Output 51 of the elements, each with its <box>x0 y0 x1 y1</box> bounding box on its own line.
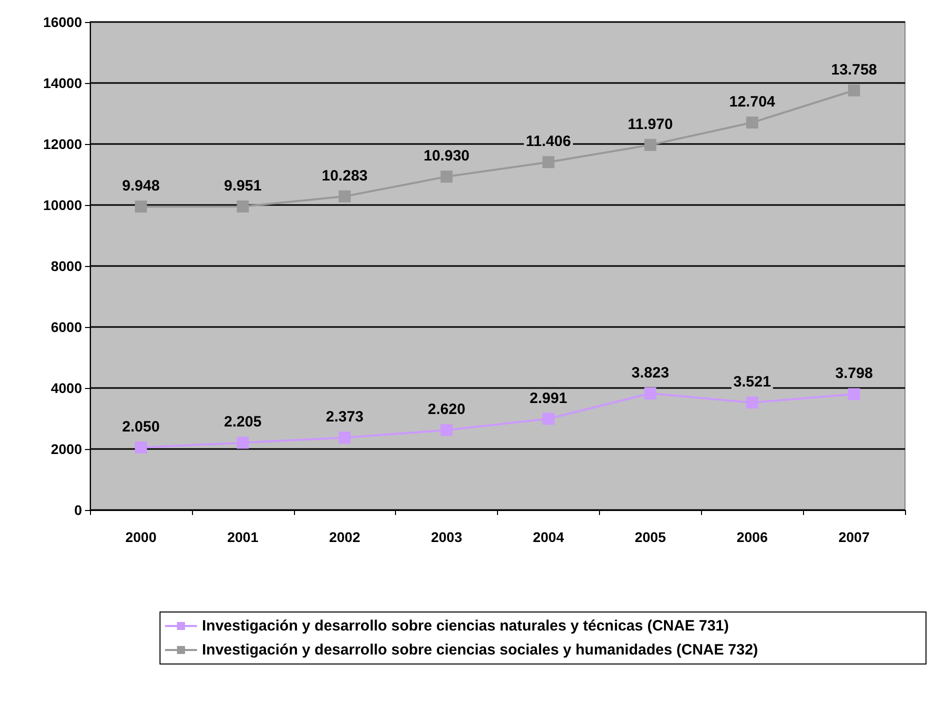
legend-label: Investigación y desarrollo sobre ciencias naturales y técnicas (CNAE 731) <box>202 618 729 634</box>
data-label: 2.620 <box>428 401 466 418</box>
point <box>338 190 351 202</box>
x-tick-label: 2005 <box>634 529 666 545</box>
y-tick-label: 0 <box>74 502 82 518</box>
x-tick-label: 2002 <box>329 529 360 545</box>
point <box>338 432 351 444</box>
point <box>134 441 147 454</box>
data-label: 10.283 <box>322 167 368 184</box>
data-label: 3.521 <box>733 374 771 391</box>
y-tick-label: 14000 <box>43 75 82 91</box>
x-tick-label: 2003 <box>430 529 462 545</box>
point <box>440 170 453 183</box>
data-label: 2.991 <box>530 390 568 407</box>
point <box>236 200 249 212</box>
y-tick-label: 4000 <box>50 380 82 396</box>
x-tick-label: 2000 <box>125 529 157 545</box>
y-tick-label: 10000 <box>43 197 82 213</box>
data-label: 9.948 <box>122 178 160 195</box>
data-label: 3.823 <box>632 364 670 382</box>
point <box>440 424 453 436</box>
y-tick-label: 6000 <box>50 319 82 335</box>
y-tick-label: 16000 <box>43 14 82 30</box>
data-label: 12.704 <box>729 94 776 111</box>
data-label: 2.373 <box>326 408 364 426</box>
legend-label: Investigación y desarrollo sobre ciencias sociales y humanidades (CNAE 732) <box>202 642 758 658</box>
point <box>848 388 860 400</box>
data-label: 2.205 <box>224 414 262 431</box>
x-tick-label: 2007 <box>838 529 870 545</box>
point <box>848 84 860 96</box>
point <box>542 156 554 168</box>
point <box>746 396 758 409</box>
point <box>236 436 249 449</box>
data-label: 3.798 <box>835 365 873 382</box>
data-label: 10.930 <box>424 148 470 165</box>
point <box>644 138 656 151</box>
data-label: 11.970 <box>628 116 673 133</box>
data-label: 9.951 <box>224 177 262 194</box>
point <box>746 116 758 129</box>
point <box>134 200 147 213</box>
y-tick-label: 12000 <box>43 136 82 152</box>
point <box>542 412 554 425</box>
data-label: 11.406 <box>526 133 571 150</box>
point <box>644 387 656 400</box>
y-tick-label: 8000 <box>50 258 82 274</box>
x-tick-label: 2001 <box>227 529 259 545</box>
y-tick-label: 2000 <box>50 441 82 457</box>
data-label: 13.758 <box>831 61 878 78</box>
data-label: 2.050 <box>122 418 160 436</box>
x-tick-label: 2004 <box>532 529 564 545</box>
x-tick-label: 2006 <box>736 529 768 545</box>
